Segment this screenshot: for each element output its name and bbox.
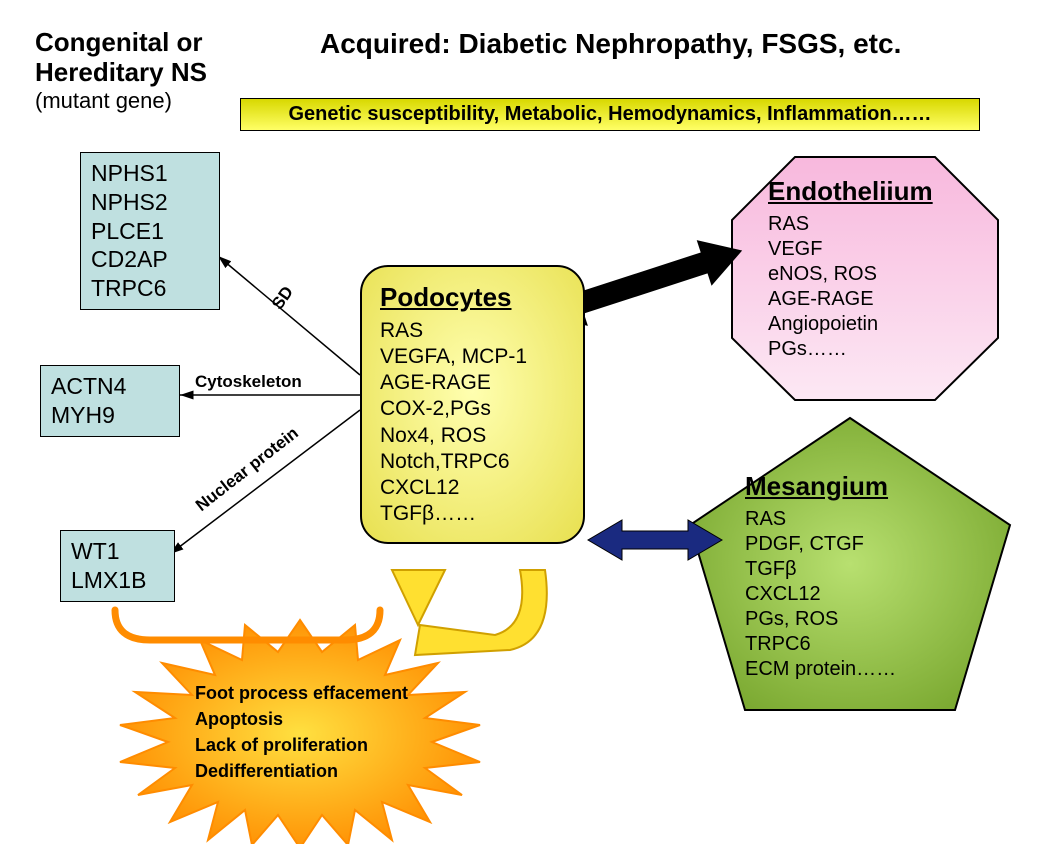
gene-cyto-0: ACTN4: [51, 372, 169, 401]
gene-sd-4: TRPC6: [91, 274, 209, 303]
endothelium-title: Endotheliium: [768, 175, 978, 208]
edge-label-nuclear: Nuclear protein: [192, 423, 303, 516]
star-2: Lack of proliferation: [195, 732, 455, 758]
left-title-line2: Hereditary NS: [35, 58, 207, 88]
mes-0: RAS: [745, 507, 975, 532]
gene-sd-1: NPHS2: [91, 188, 209, 217]
mesangium-title: Mesangium: [745, 470, 975, 503]
edge-label-cyto: Cytoskeleton: [195, 372, 302, 392]
gene-box-nuclear: WT1 LMX1B: [60, 530, 175, 602]
yellow-bar: Genetic susceptibility, Metabolic, Hemod…: [240, 98, 980, 131]
podo-1: VEGFA, MCP-1: [380, 344, 565, 370]
yellow-curve-arrow: [392, 570, 547, 655]
mes-5: TRPC6: [745, 632, 975, 657]
star-0: Foot process effacement: [195, 680, 455, 706]
mes-3: CXCL12: [745, 582, 975, 607]
star-1: Apoptosis: [195, 706, 455, 732]
arrow-nuclear: [170, 410, 360, 554]
orange-bracket: [115, 610, 380, 640]
gene-cyto-1: MYH9: [51, 401, 169, 430]
mes-1: PDGF, CTGF: [745, 532, 975, 557]
arrow-sd: [218, 256, 360, 375]
arrow-podo-mes: [588, 520, 722, 560]
gene-nuc-0: WT1: [71, 537, 164, 566]
mesangium-text: Mesangium RAS PDGF, CTGF TGFβ CXCL12 PGs…: [745, 470, 975, 682]
podo-6: CXCL12: [380, 475, 565, 501]
left-title-sub: (mutant gene): [35, 88, 207, 113]
left-title: Congenital or Hereditary NS (mutant gene…: [35, 28, 207, 113]
podo-2: AGE-RAGE: [380, 370, 565, 396]
edge-label-sd: SD: [268, 283, 298, 314]
gene-sd-0: NPHS1: [91, 159, 209, 188]
left-title-line1: Congenital or: [35, 28, 207, 58]
gene-box-cyto: ACTN4 MYH9: [40, 365, 180, 437]
mes-6: ECM protein……: [745, 657, 975, 682]
podo-4: Nox4, ROS: [380, 423, 565, 449]
podo-3: COX-2,PGs: [380, 396, 565, 422]
gene-box-sd: NPHS1 NPHS2 PLCE1 CD2AP TRPC6: [80, 152, 220, 310]
star-3: Dedifferentiation: [195, 758, 455, 784]
podo-5: Notch,TRPC6: [380, 449, 565, 475]
endo-1: VEGF: [768, 237, 978, 262]
gene-nuc-1: LMX1B: [71, 566, 164, 595]
right-title: Acquired: Diabetic Nephropathy, FSGS, et…: [320, 28, 901, 60]
endo-4: Angiopoietin: [768, 312, 978, 337]
endo-2: eNOS, ROS: [768, 262, 978, 287]
endo-3: AGE-RAGE: [768, 287, 978, 312]
mes-2: TGFβ: [745, 557, 975, 582]
gene-sd-2: PLCE1: [91, 217, 209, 246]
endo-5: PGs……: [768, 337, 978, 362]
podo-7: TGFβ……: [380, 501, 565, 527]
starburst-text: Foot process effacement Apoptosis Lack o…: [195, 680, 455, 784]
mes-4: PGs, ROS: [745, 607, 975, 632]
podo-0: RAS: [380, 318, 565, 344]
gene-sd-3: CD2AP: [91, 245, 209, 274]
yellow-bar-text: Genetic susceptibility, Metabolic, Hemod…: [288, 103, 931, 125]
endothelium-text: Endotheliium RAS VEGF eNOS, ROS AGE-RAGE…: [768, 175, 978, 362]
podocytes-title: Podocytes: [380, 281, 565, 314]
podocytes-box: Podocytes RAS VEGFA, MCP-1 AGE-RAGE COX-…: [360, 265, 585, 544]
endo-0: RAS: [768, 212, 978, 237]
